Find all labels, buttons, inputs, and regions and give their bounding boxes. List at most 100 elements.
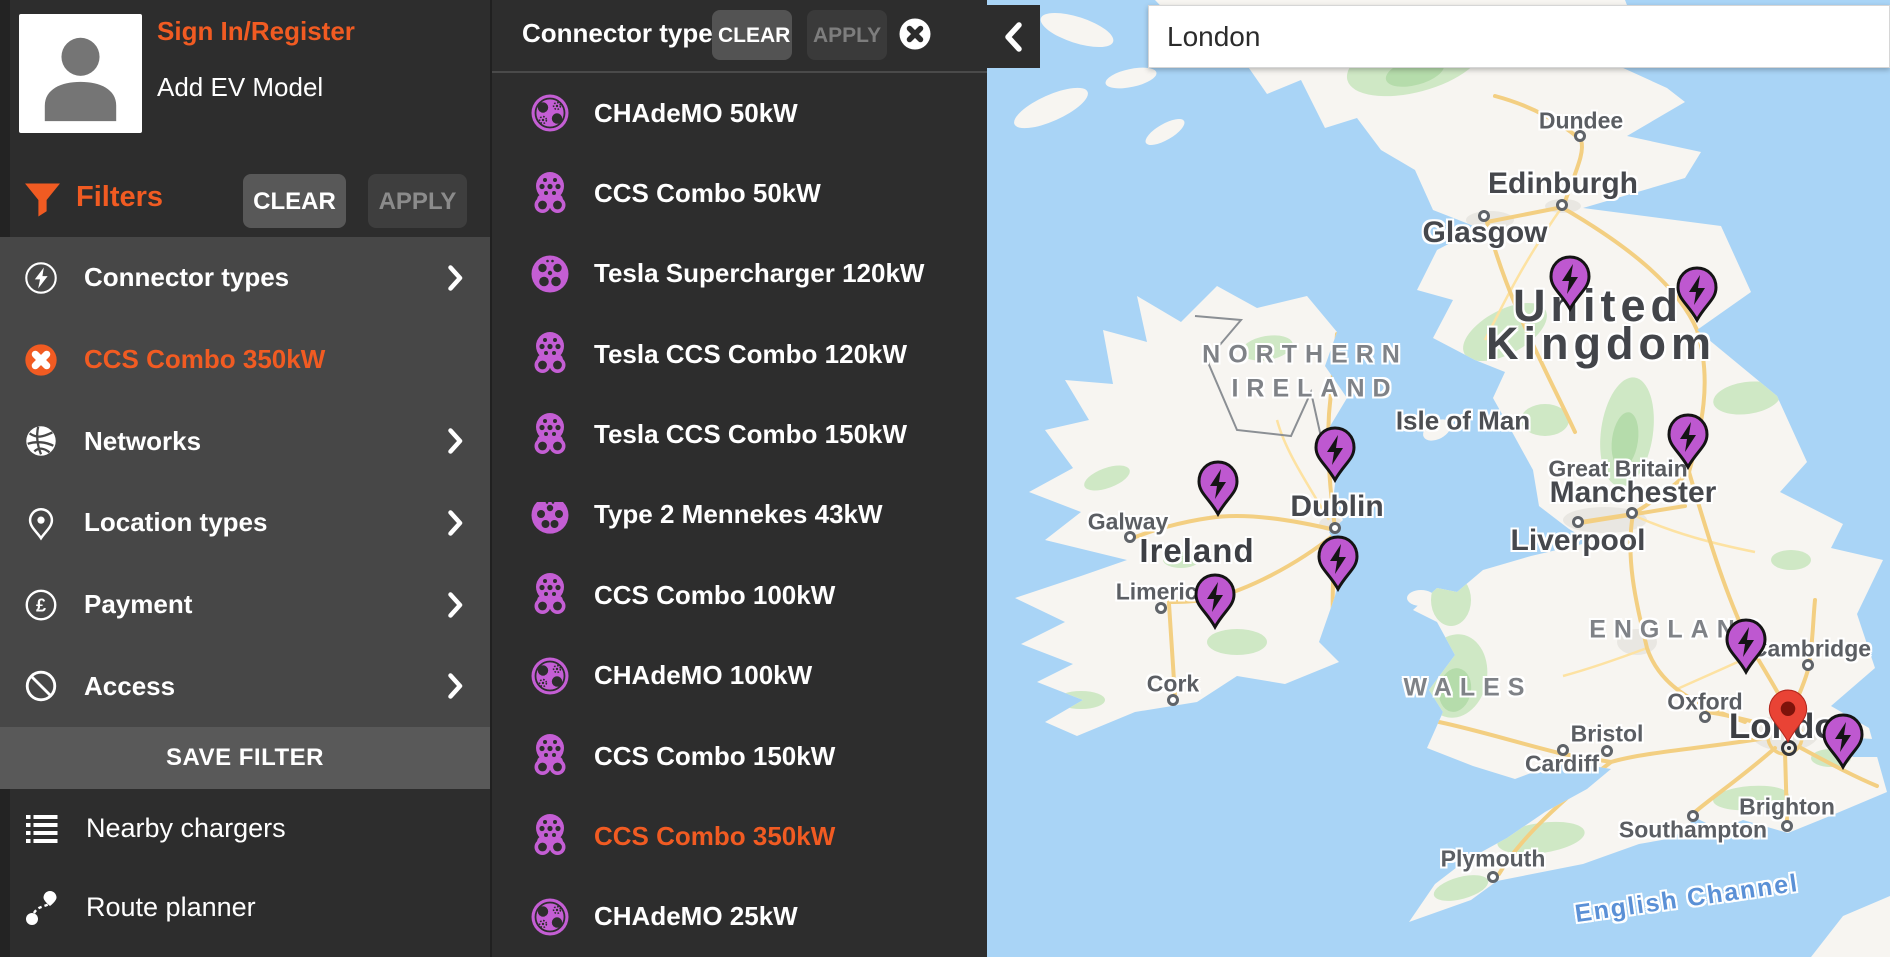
panel-divider [492, 71, 987, 73]
lightning-circle-icon [25, 262, 57, 294]
chevron-right-icon [448, 591, 463, 618]
map-label: Liverpool [1510, 524, 1646, 557]
close-icon[interactable] [898, 17, 932, 51]
panel-collapse-tab[interactable] [985, 5, 1040, 68]
sidebar-item-ccs-combo-350[interactable]: CCS Combo 350kW [0, 319, 490, 401]
map-label: Galway [1087, 508, 1169, 535]
map-label: Cork [1146, 670, 1200, 697]
charger-marker[interactable] [1820, 712, 1866, 771]
charger-marker[interactable] [1723, 617, 1769, 676]
map-label: Dublin [1290, 490, 1384, 523]
map-label: Kingdom [1486, 318, 1716, 369]
chevron-right-icon [448, 673, 463, 699]
charger-marker[interactable] [1312, 425, 1358, 484]
filters-header: Filters CLEAR APPLY [0, 165, 490, 237]
sidebar-item-label: Connector types [84, 262, 290, 293]
map-label: Oxford [1667, 688, 1743, 715]
charger-marker[interactable] [1547, 254, 1593, 313]
sidebar-item-label: Payment [84, 589, 193, 620]
svg-text:£: £ [36, 595, 46, 615]
map-label: NORTHERN [1202, 340, 1408, 369]
connector-list: CHAdeMO 50kW CCS Combo 50kW [492, 73, 987, 957]
connector-item-label: CHAdeMO 50kW [594, 97, 798, 128]
connector-item-ccs-100[interactable]: CCS Combo 100kW [492, 555, 987, 635]
city-dot [1478, 210, 1490, 222]
sidebar: Sign In/Register Add EV Model Filters CL… [0, 0, 490, 957]
connector-item-label: CCS Combo 100kW [594, 579, 836, 610]
city-dot [1626, 507, 1638, 519]
sidebar-item-networks[interactable]: Networks [0, 400, 490, 482]
map-label: Ireland [1139, 532, 1255, 569]
connector-item-label: CCS Combo 50kW [594, 178, 821, 209]
connector-item-label: CHAdeMO 25kW [594, 901, 798, 932]
map-canvas[interactable] [985, 0, 1890, 957]
sign-in-link[interactable]: Sign In/Register [157, 16, 355, 46]
charger-marker[interactable] [1195, 459, 1241, 518]
chademo-icon [531, 898, 569, 936]
chevron-right-icon [448, 265, 463, 291]
ccs-combo-icon [534, 332, 566, 374]
charger-marker[interactable] [1665, 412, 1711, 471]
map-label: IRELAND [1231, 374, 1399, 403]
avatar[interactable] [19, 14, 142, 133]
connector-item-chademo-50[interactable]: CHAdeMO 50kW [492, 73, 987, 153]
sidebar-item-access[interactable]: Access [0, 645, 490, 727]
map-label: Dundee [1538, 107, 1624, 134]
city-dot [1574, 130, 1586, 142]
panel-clear-button[interactable]: CLEAR [712, 10, 792, 60]
connector-item-tesla-supercharger-120[interactable]: Tesla Supercharger 120kW [492, 234, 987, 314]
add-ev-model-link[interactable]: Add EV Model [157, 72, 324, 102]
city-dot [1572, 516, 1584, 528]
person-icon [21, 14, 140, 133]
connector-item-chademo-100[interactable]: CHAdeMO 100kW [492, 636, 987, 716]
map-label: Isle of Man [1395, 405, 1531, 436]
connector-item-chademo-25[interactable]: CHAdeMO 25kW [492, 877, 987, 957]
map-label: Brighton [1739, 793, 1835, 820]
sidebar-item-label: Networks [84, 425, 202, 456]
sidebar-item-payment[interactable]: £ Payment [0, 564, 490, 646]
ccs-combo-icon [534, 171, 566, 213]
city-dot [1329, 522, 1341, 534]
sidebar-item-location-types[interactable]: Location types [0, 482, 490, 564]
type2-connector-icon [531, 501, 569, 534]
city-dot [1802, 659, 1814, 671]
map-label: WALES [1403, 673, 1533, 702]
sidebar-item-label: Location types [84, 507, 268, 538]
connector-item-tesla-ccs-120[interactable]: Tesla CCS Combo 120kW [492, 314, 987, 394]
filters-title: Filters [76, 181, 164, 213]
ccs-combo-icon [534, 814, 566, 856]
searched-location-pin[interactable] [1767, 688, 1809, 744]
connector-item-ccs-150[interactable]: CCS Combo 150kW [492, 716, 987, 796]
connector-item-tesla-ccs-150[interactable]: Tesla CCS Combo 150kW [492, 394, 987, 474]
pound-circle-icon: £ [25, 589, 57, 620]
filters-clear-button[interactable]: CLEAR [243, 174, 346, 228]
sidebar-item-connector-types[interactable]: Connector types [0, 237, 490, 319]
network-globe-icon [26, 426, 56, 456]
connector-item-ccs-50[interactable]: CCS Combo 50kW [492, 153, 987, 233]
chevron-right-icon [448, 510, 463, 536]
save-filter-button[interactable]: SAVE FILTER [0, 727, 490, 789]
charger-marker[interactable] [1315, 534, 1361, 593]
filters-apply-button[interactable]: APPLY [368, 174, 467, 228]
panel-header: Connector types CLEAR APPLY [492, 0, 987, 71]
charger-marker[interactable] [1192, 572, 1238, 631]
connector-item-type2-mennekes-43[interactable]: Type 2 Mennekes 43kW [492, 475, 987, 555]
sidebar-item-route-planner[interactable]: Route planner [0, 868, 490, 947]
connector-item-label: Tesla CCS Combo 120kW [594, 338, 908, 369]
connector-item-ccs-350[interactable]: CCS Combo 350kW [492, 796, 987, 876]
map-label: Limerick [1115, 578, 1211, 605]
connector-item-label: CCS Combo 150kW [594, 740, 836, 771]
map-label: Bristol [1570, 720, 1644, 747]
connector-item-label: CHAdeMO 100kW [594, 660, 813, 691]
city-dot [1124, 531, 1136, 543]
search-input[interactable] [1148, 5, 1890, 68]
panel-apply-button[interactable]: APPLY [807, 10, 887, 60]
map-label: Manchester [1549, 476, 1717, 509]
connector-types-panel: Connector types CLEAR APPLY CHAdeMO 50kW [490, 0, 1040, 957]
charger-marker[interactable] [1674, 265, 1720, 324]
filter-list: Connector types CCS Combo 350kW Networks [0, 237, 490, 727]
city-dot [1155, 602, 1167, 614]
list-icon [26, 814, 58, 843]
map-label: United [1513, 280, 1683, 331]
sidebar-item-nearby-chargers[interactable]: Nearby chargers [0, 789, 490, 868]
